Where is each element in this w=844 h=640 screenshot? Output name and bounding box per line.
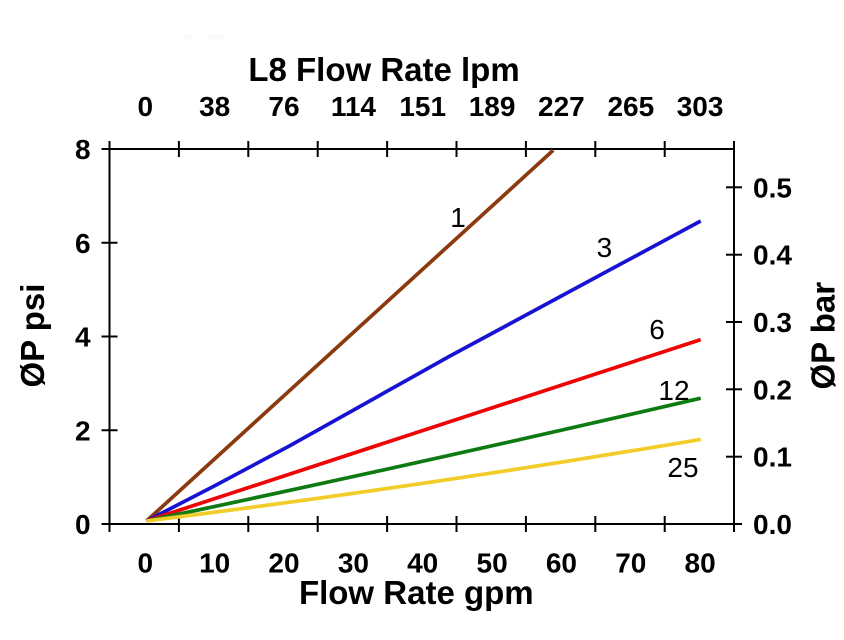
svg-text:4: 4 bbox=[75, 322, 91, 353]
svg-text:8: 8 bbox=[75, 134, 91, 165]
svg-text:151: 151 bbox=[399, 91, 446, 122]
svg-text:3: 3 bbox=[597, 232, 613, 263]
svg-text:40: 40 bbox=[407, 548, 438, 579]
svg-text:0: 0 bbox=[138, 548, 154, 579]
svg-text:1: 1 bbox=[450, 202, 466, 233]
svg-text:227: 227 bbox=[538, 91, 585, 122]
svg-text:0.1: 0.1 bbox=[753, 442, 792, 473]
svg-text:0.0: 0.0 bbox=[753, 509, 792, 540]
svg-text:38: 38 bbox=[199, 91, 230, 122]
svg-text:80: 80 bbox=[685, 548, 716, 579]
svg-text:ØP bar: ØP bar bbox=[805, 282, 842, 390]
svg-text:0.5: 0.5 bbox=[753, 172, 792, 203]
svg-text:189: 189 bbox=[469, 91, 516, 122]
svg-text:60: 60 bbox=[546, 548, 577, 579]
svg-text:70: 70 bbox=[615, 548, 646, 579]
svg-text:30: 30 bbox=[338, 548, 369, 579]
svg-text:20: 20 bbox=[268, 548, 299, 579]
svg-text:114: 114 bbox=[331, 91, 377, 122]
svg-text:0.2: 0.2 bbox=[753, 374, 792, 405]
svg-text:265: 265 bbox=[607, 91, 654, 122]
svg-text:6: 6 bbox=[649, 314, 665, 345]
svg-text:12: 12 bbox=[658, 375, 689, 406]
svg-text:0.3: 0.3 bbox=[753, 307, 792, 338]
svg-text:L8 Flow Rate lpm: L8 Flow Rate lpm bbox=[248, 51, 519, 88]
svg-text:0.4: 0.4 bbox=[753, 240, 792, 271]
svg-text:6: 6 bbox=[75, 228, 91, 259]
svg-text:Flow Rate gpm: Flow Rate gpm bbox=[299, 574, 534, 611]
svg-text:0: 0 bbox=[138, 91, 154, 122]
svg-text:50: 50 bbox=[477, 548, 508, 579]
svg-text:25: 25 bbox=[667, 452, 698, 483]
svg-text:0: 0 bbox=[75, 509, 91, 540]
svg-text:ØP psi: ØP psi bbox=[14, 284, 51, 388]
svg-text:76: 76 bbox=[268, 91, 299, 122]
svg-text:2: 2 bbox=[75, 415, 91, 446]
svg-text:303: 303 bbox=[677, 91, 724, 122]
svg-text:10: 10 bbox=[199, 548, 230, 579]
